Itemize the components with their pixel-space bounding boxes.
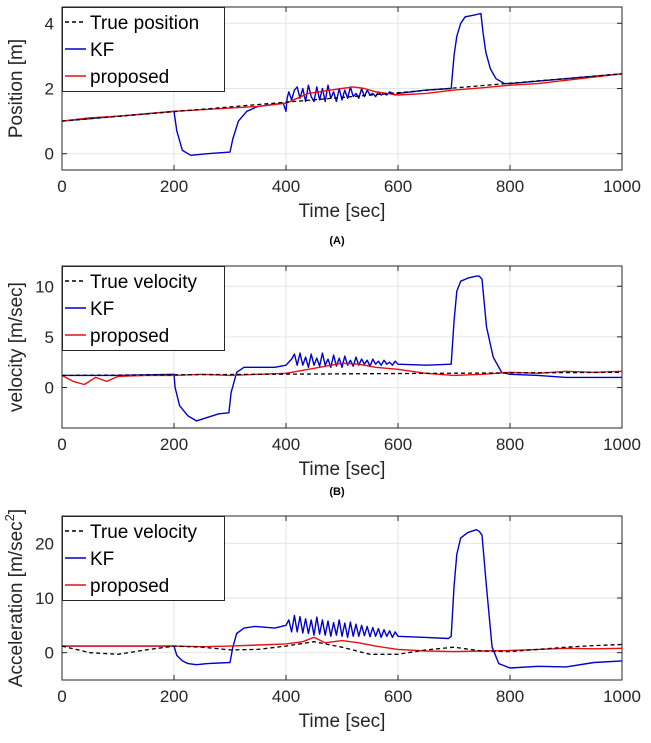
x-axis-label: Time [sec] — [299, 201, 386, 222]
legend-label: KF — [90, 40, 114, 61]
legend-label: True velocity — [90, 272, 197, 293]
x-tick-label: 1000 — [603, 687, 641, 706]
x-tick-label: 0 — [57, 177, 66, 196]
y-axis-label: Position [m] — [6, 39, 27, 138]
legend-label: proposed — [90, 326, 169, 347]
legend-box — [62, 516, 225, 601]
legend-box — [62, 7, 225, 92]
x-tick-label: 400 — [272, 177, 300, 196]
x-axis-label: Time [sec] — [299, 711, 386, 732]
legend-label: KF — [90, 299, 114, 320]
series-line-true-position — [62, 73, 622, 122]
panel-caption: (B) — [329, 486, 345, 498]
y-tick-label: 5 — [45, 328, 54, 347]
x-tick-label: 600 — [384, 435, 412, 454]
series-line-true-velocity — [62, 371, 622, 377]
y-tick-label: 0 — [45, 379, 54, 398]
y-tick-label: 10 — [35, 589, 54, 608]
y-tick-label: 10 — [35, 277, 54, 296]
chart-panel-1: 0 200 400 600 800 1000 0 2 4 Time [sec] Position [… — [6, 6, 641, 247]
x-axis-label: Time [sec] — [299, 459, 386, 480]
x-tick-label: 600 — [384, 177, 412, 196]
y-tick-label: 2 — [45, 80, 54, 99]
x-tick-label: 0 — [57, 687, 66, 706]
legend-box — [62, 266, 225, 351]
y-tick-label: 0 — [45, 644, 54, 663]
legend: True velocity KF proposed — [62, 516, 225, 601]
chart-panel-3: 0 200 400 600 800 1000 0 10 20 Time [sec] Accelera… — [2, 509, 641, 732]
y-axis-label: velocity [m/sec] — [6, 282, 27, 412]
y-tick-label: 4 — [45, 14, 54, 33]
panel-caption: (A) — [329, 235, 345, 247]
x-tick-label: 1000 — [603, 435, 641, 454]
legend-label: True position — [90, 13, 199, 34]
x-tick-label: 1000 — [603, 177, 641, 196]
legend-label: proposed — [90, 67, 169, 88]
series-line-true-velocity — [62, 641, 622, 655]
legend: True position KF proposed — [62, 7, 225, 92]
y-tick-label: 0 — [45, 145, 54, 164]
series-line-kf — [62, 275, 622, 422]
legend-label: True velocity — [90, 522, 197, 543]
legend-label: proposed — [90, 576, 169, 597]
x-tick-label: 600 — [384, 687, 412, 706]
x-tick-label: 800 — [496, 177, 524, 196]
y-axis-label: Acceleration [m/sec2] — [2, 509, 27, 687]
x-tick-label: 400 — [272, 435, 300, 454]
x-tick-label: 400 — [272, 687, 300, 706]
y-tick-label: 20 — [35, 534, 54, 553]
x-tick-label: 0 — [57, 435, 66, 454]
legend: True velocity KF proposed — [62, 266, 225, 351]
series-line-kf — [62, 529, 622, 669]
x-tick-label: 200 — [160, 435, 188, 454]
legend-label: KF — [90, 549, 114, 570]
x-tick-label: 200 — [160, 177, 188, 196]
chart-panel-2: 0 200 400 600 800 1000 0 5 10 Time [sec] velocity … — [6, 265, 641, 498]
x-tick-label: 800 — [496, 435, 524, 454]
x-tick-label: 200 — [160, 687, 188, 706]
x-tick-label: 800 — [496, 687, 524, 706]
